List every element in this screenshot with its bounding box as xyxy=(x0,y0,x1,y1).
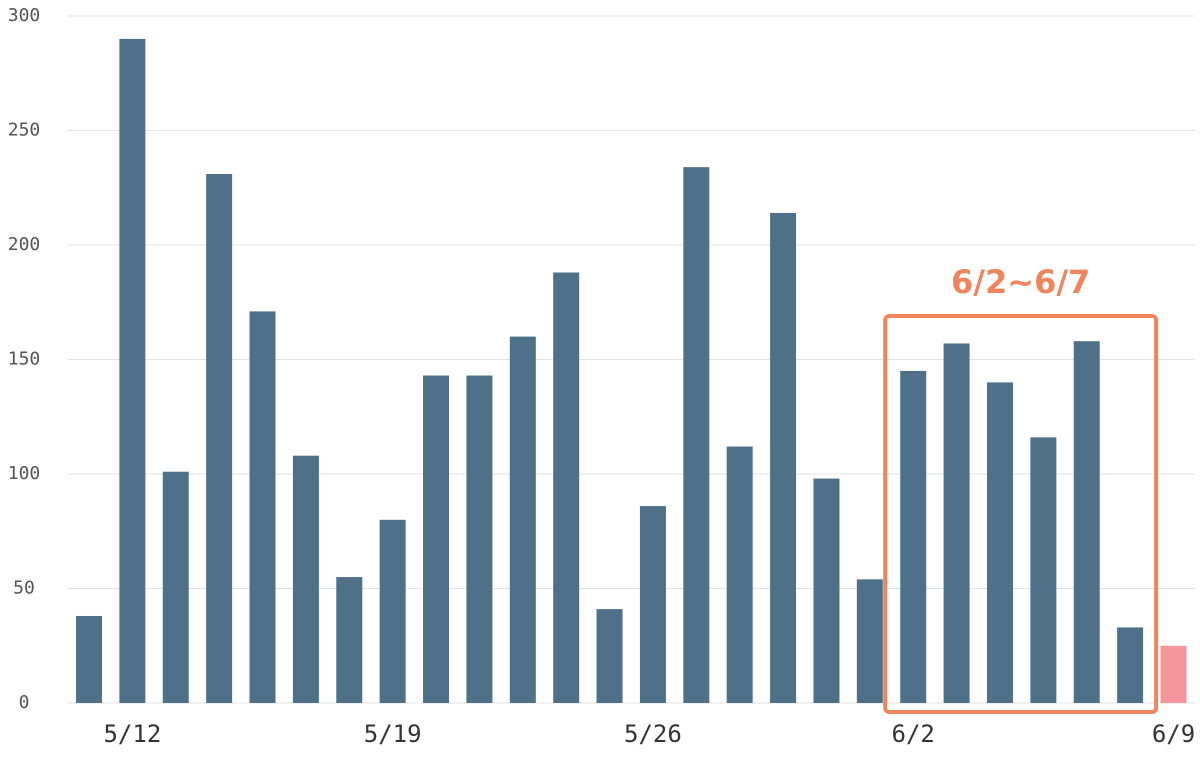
bar xyxy=(813,478,840,703)
bar xyxy=(1030,437,1057,703)
bar xyxy=(856,579,883,703)
bar xyxy=(943,343,970,703)
bar xyxy=(249,311,276,703)
x-tick-label: 5/12 xyxy=(103,720,161,748)
bar xyxy=(162,471,189,703)
bar xyxy=(336,577,363,703)
y-tick-label: 100 xyxy=(8,463,41,484)
bar xyxy=(900,370,927,703)
bar xyxy=(1073,341,1100,703)
x-tick-label: 6/2 xyxy=(892,720,935,748)
y-tick-label: 150 xyxy=(8,349,41,370)
bar xyxy=(466,375,493,703)
bar xyxy=(292,455,319,703)
y-tick-label: 250 xyxy=(8,120,41,141)
annotation: 6/2~6/7 xyxy=(951,263,1090,301)
bar xyxy=(379,519,406,703)
x-tick-label: 5/26 xyxy=(624,720,682,748)
bar xyxy=(1117,627,1144,703)
bar xyxy=(509,336,536,703)
bar xyxy=(423,375,450,703)
y-tick-label: 300 xyxy=(8,5,41,26)
bar xyxy=(206,174,233,703)
y-tick-label: 0 xyxy=(19,692,30,713)
bar xyxy=(119,38,146,703)
bar xyxy=(986,382,1013,703)
bar xyxy=(770,212,797,703)
y-tick-label: 200 xyxy=(8,234,41,255)
bar xyxy=(553,272,580,703)
x-tick-label: 5/19 xyxy=(364,720,422,748)
bar xyxy=(639,506,666,703)
x-tick-label: 6/9 xyxy=(1152,720,1195,748)
bar xyxy=(596,609,623,703)
highlight-box xyxy=(883,314,1159,714)
y-tick-label: 50 xyxy=(13,578,35,599)
bar xyxy=(683,167,710,703)
bar xyxy=(726,446,753,703)
bar xyxy=(76,615,102,703)
bar xyxy=(1160,645,1187,703)
